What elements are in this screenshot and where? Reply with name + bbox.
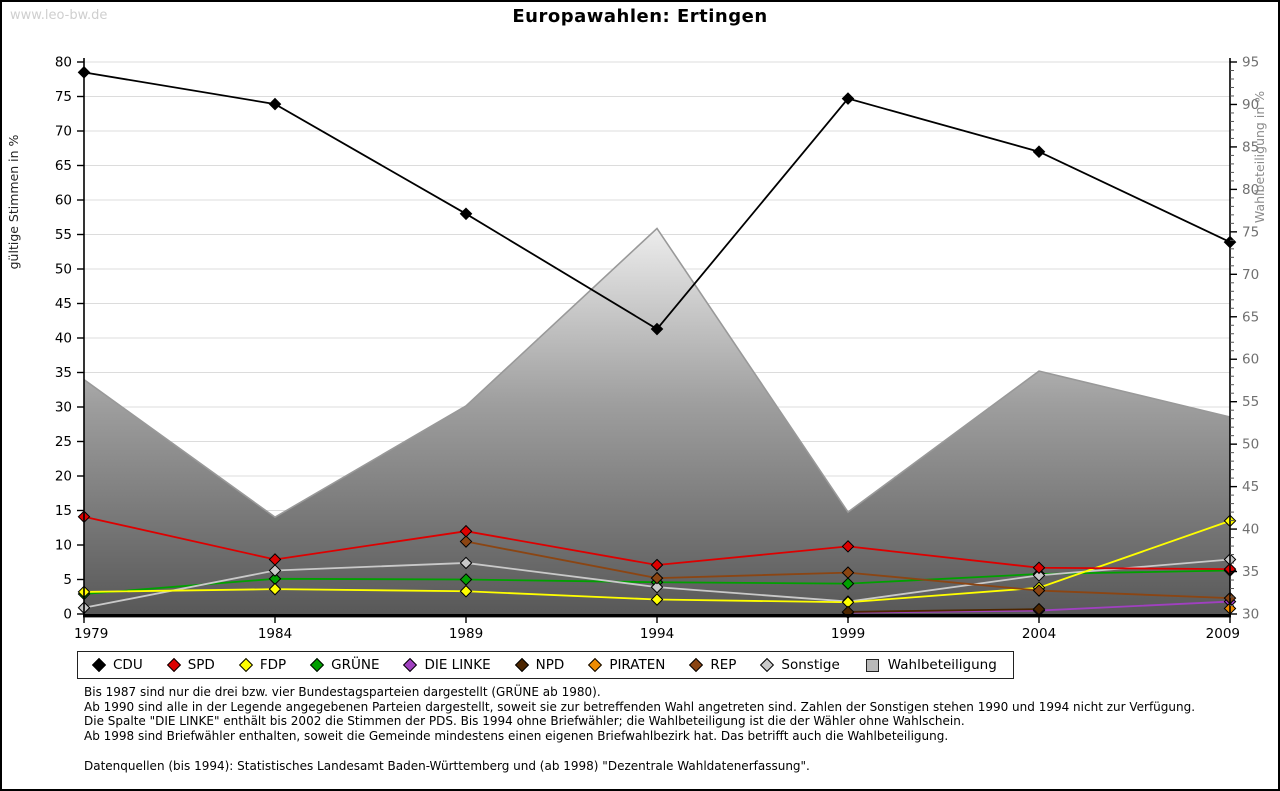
legend-item-spd: SPD	[166, 657, 215, 673]
svg-text:80: 80	[55, 55, 72, 71]
svg-text:55: 55	[1242, 394, 1259, 410]
chart-legend: CDU SPD FDP GRÜNE DIE LINKE NPD PIRATEN REP Sons…	[77, 651, 1014, 679]
svg-text:30: 30	[55, 400, 72, 416]
legend-label: FDP	[259, 657, 287, 673]
svg-text:10: 10	[55, 538, 72, 554]
watermark: www.leo-bw.de	[10, 8, 108, 23]
legend-diamond-swatch	[689, 657, 704, 673]
legend-item-grüne: GRÜNE	[310, 657, 380, 673]
legend-diamond-swatch	[91, 657, 107, 673]
legend-diamond-swatch	[760, 657, 775, 673]
legend-item-npd: NPD	[514, 657, 565, 673]
svg-text:65: 65	[1242, 309, 1259, 325]
svg-text:1994: 1994	[640, 626, 674, 642]
svg-text:50: 50	[1242, 437, 1259, 453]
svg-text:45: 45	[55, 296, 72, 312]
legend-diamond-swatch	[514, 657, 529, 673]
svg-text:1999: 1999	[831, 626, 865, 642]
svg-text:40: 40	[55, 331, 72, 347]
legend-label: Sonstige	[781, 657, 840, 673]
chart-footnotes: Bis 1987 sind nur die drei bzw. vier Bun…	[84, 685, 1195, 774]
svg-text:20: 20	[55, 469, 72, 485]
legend-label: REP	[710, 657, 737, 673]
legend-label: SPD	[187, 657, 215, 673]
footnote-line: Ab 1998 sind Briefwähler enthalten, sowe…	[84, 728, 949, 743]
svg-text:2004: 2004	[1022, 626, 1056, 642]
footnote-line: Die Spalte "DIE LINKE" enthält bis 2002 …	[84, 714, 965, 729]
legend-label: PIRATEN	[609, 657, 666, 673]
svg-text:70: 70	[55, 124, 72, 140]
legend-diamond-swatch	[403, 657, 418, 673]
svg-text:1979: 1979	[74, 626, 108, 642]
legend-label: NPD	[535, 657, 565, 673]
legend-label: Wahlbeteiligung	[887, 657, 997, 673]
svg-text:2009: 2009	[1206, 626, 1240, 642]
svg-text:90: 90	[1242, 97, 1259, 113]
chart-title: Europawahlen: Ertingen	[512, 6, 768, 27]
svg-text:35: 35	[55, 365, 72, 381]
legend-item-die-linke: DIE LINKE	[403, 657, 491, 673]
svg-text:45: 45	[1242, 479, 1259, 495]
legend-label: CDU	[113, 657, 143, 673]
legend-item-wahlbeteiligung: Wahlbeteiligung	[865, 657, 997, 673]
svg-text:25: 25	[55, 434, 72, 450]
svg-text:15: 15	[55, 503, 72, 519]
svg-text:55: 55	[55, 227, 72, 243]
svg-text:50: 50	[55, 262, 72, 278]
legend-label: DIE LINKE	[424, 657, 491, 673]
svg-text:75: 75	[1242, 224, 1259, 240]
svg-text:85: 85	[1242, 139, 1259, 155]
svg-text:1984: 1984	[258, 626, 292, 642]
footnote-line: Ab 1990 sind alle in der Legende angegeb…	[84, 699, 1196, 714]
svg-text:60: 60	[55, 193, 72, 209]
legend-item-cdu: CDU	[91, 657, 143, 673]
svg-text:35: 35	[1242, 564, 1259, 580]
svg-text:65: 65	[55, 158, 72, 174]
svg-text:80: 80	[1242, 182, 1259, 198]
legend-label: GRÜNE	[331, 657, 380, 673]
svg-text:Wahlbeteiligung in %: Wahlbeteiligung in %	[1252, 91, 1267, 223]
svg-text:70: 70	[1242, 267, 1259, 283]
chart-canvas: 0 5 10 15 20 25 30 35 40 45 50 55 60 65 70 75 80 30 35 40 45…	[6, 55, 1267, 643]
legend-item-sonstige: Sonstige	[760, 657, 840, 673]
legend-square-swatch	[865, 658, 879, 672]
svg-text:60: 60	[1242, 352, 1259, 368]
data-source-line: Datenquellen (bis 1994): Statistisches L…	[84, 759, 810, 774]
legend-diamond-swatch	[166, 657, 181, 673]
legend-diamond-swatch	[588, 657, 603, 673]
svg-text:gültige Stimmen in %: gültige Stimmen in %	[6, 134, 21, 269]
svg-text:40: 40	[1242, 522, 1259, 538]
svg-text:75: 75	[55, 89, 72, 105]
legend-item-fdp: FDP	[238, 657, 287, 673]
legend-diamond-swatch	[310, 657, 325, 673]
legend-diamond-swatch	[238, 657, 253, 673]
legend-item-rep: REP	[689, 657, 737, 673]
svg-text:1989: 1989	[449, 626, 483, 642]
svg-text:5: 5	[63, 572, 72, 588]
footnote-line: Bis 1987 sind nur die drei bzw. vier Bun…	[84, 685, 601, 699]
svg-text:95: 95	[1242, 55, 1259, 71]
svg-text:0: 0	[63, 607, 72, 623]
svg-text:30: 30	[1242, 607, 1259, 623]
legend-item-piraten: PIRATEN	[588, 657, 666, 673]
